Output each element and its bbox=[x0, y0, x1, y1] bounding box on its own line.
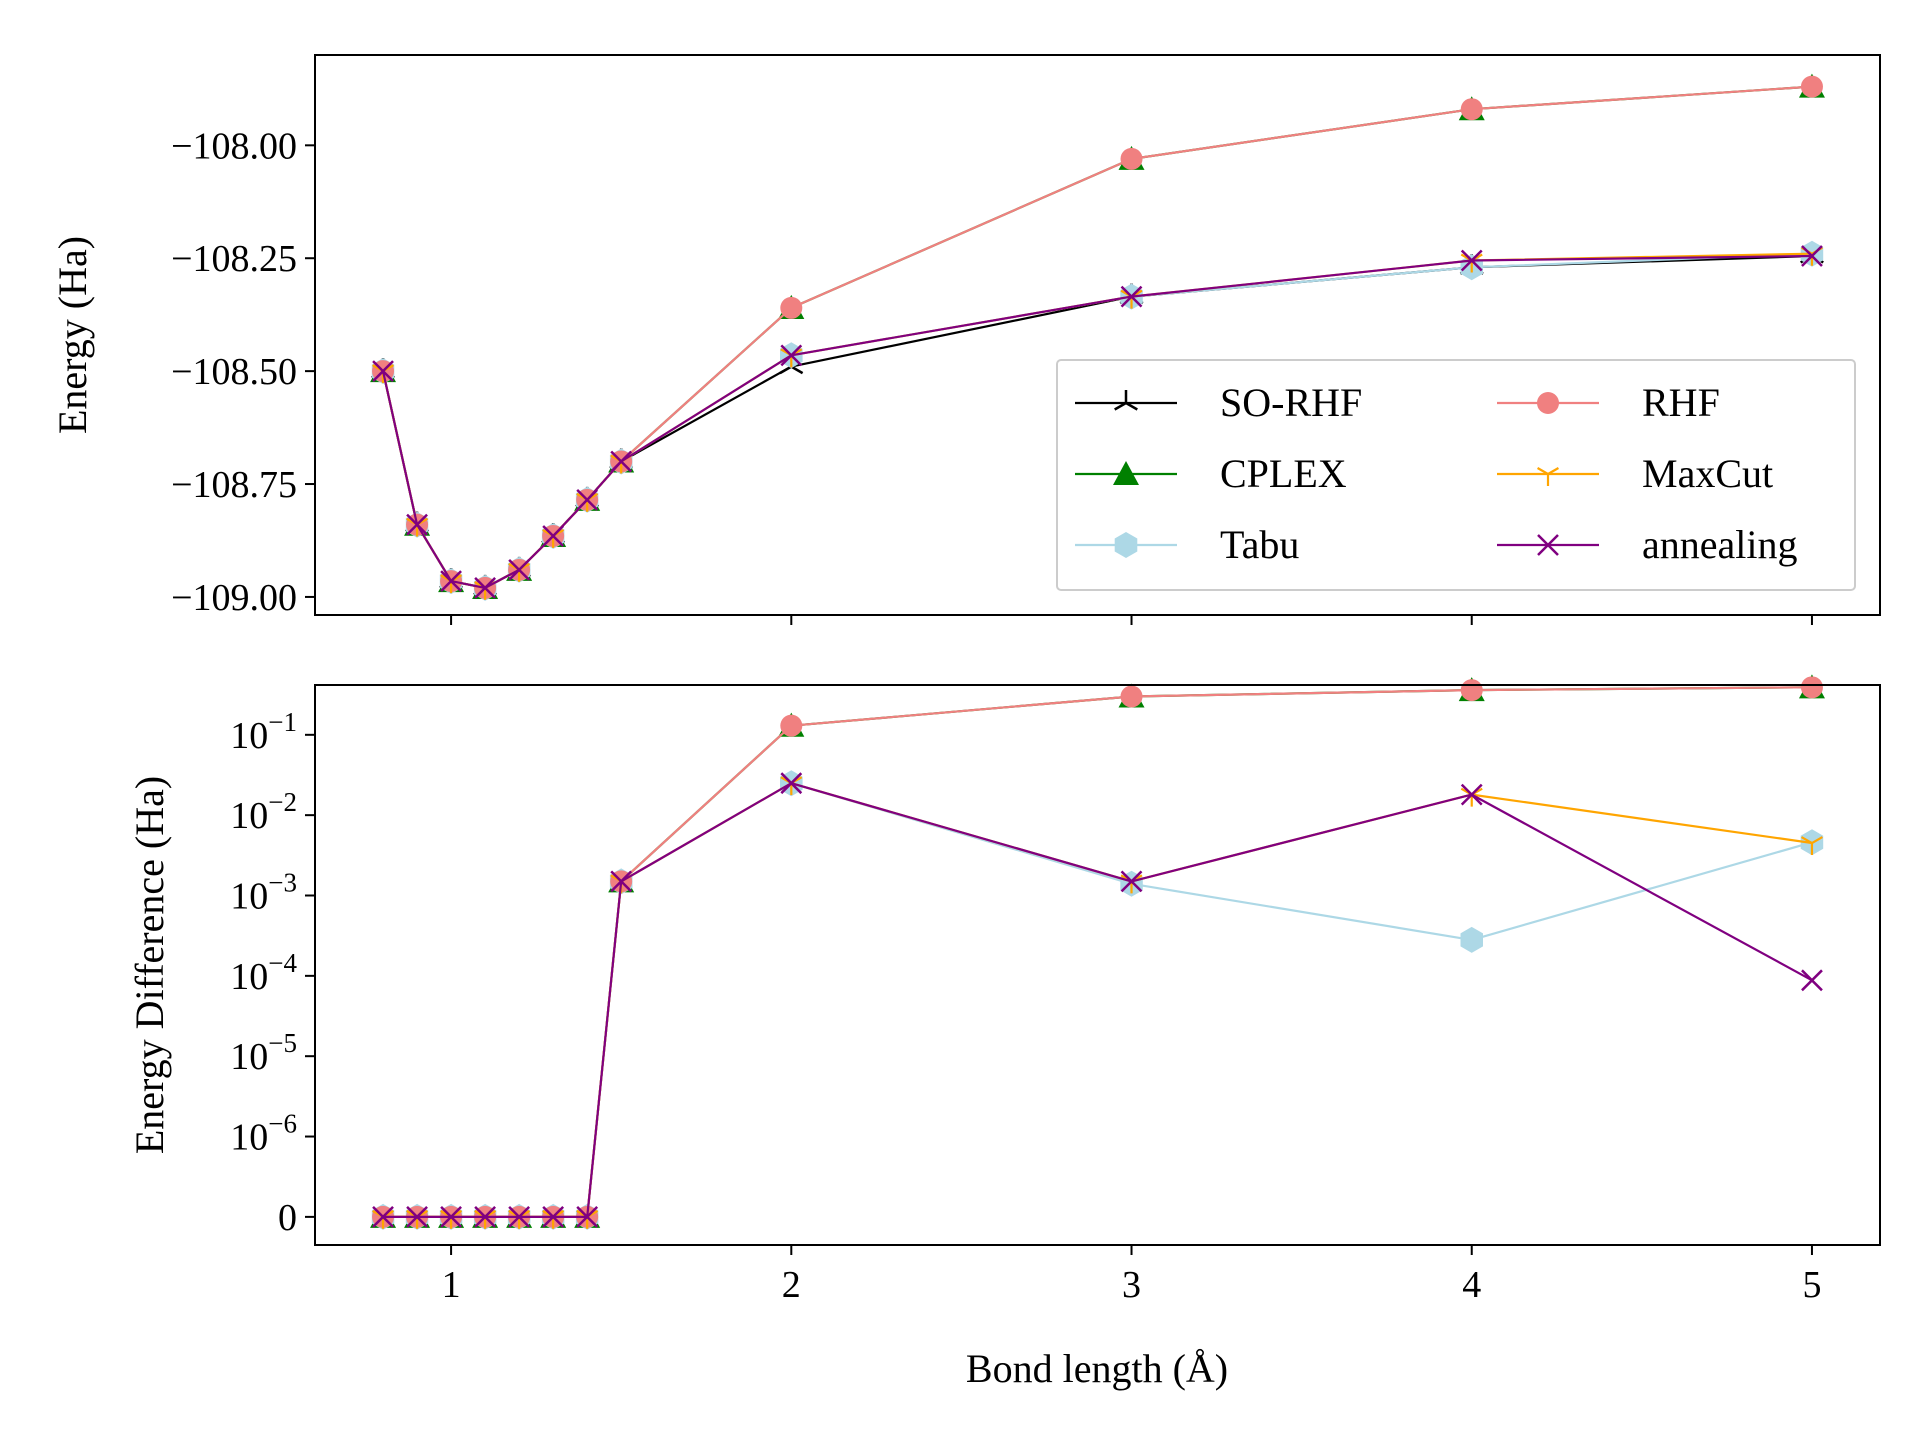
bottom-axes-frame bbox=[314, 684, 1881, 1246]
top-line-annealing bbox=[381, 254, 1813, 590]
top-point-annealing bbox=[542, 525, 565, 547]
bottom-point-tabu bbox=[1460, 926, 1483, 953]
x-tick-label: 2 bbox=[782, 1264, 801, 1306]
legend-marker-cplex bbox=[1113, 461, 1139, 486]
bottom-point-annealing bbox=[542, 1205, 565, 1228]
bottom-ticks: 1 2 3 4 5 0 10−6 10−5 10−4 10−3 10−2 10−1 bbox=[230, 707, 1821, 1306]
x-tick-label: 4 bbox=[1462, 1264, 1481, 1306]
bottom-y-tick-label: 10−1 bbox=[230, 707, 297, 757]
top-ticks: −108.00 −108.25 −108.50 −108.75 −109.00 bbox=[171, 125, 1813, 625]
bottom-point-annealing bbox=[1120, 870, 1143, 893]
top-point-annealing bbox=[1460, 249, 1483, 272]
bottom-point-annealing bbox=[780, 772, 803, 795]
top-y-tick-label: −108.25 bbox=[171, 238, 297, 280]
bottom-point-annealing bbox=[474, 1205, 496, 1228]
top-y-tick-label: −108.50 bbox=[171, 351, 297, 393]
bottom-y-tick-label: 10−5 bbox=[230, 1028, 297, 1078]
bottom-point-rhf bbox=[1800, 676, 1823, 699]
top-series-annealing bbox=[372, 245, 1823, 599]
legend-entry-so-rhf: SO-RHF bbox=[1075, 380, 1362, 425]
bottom-y-tick-label: 10−2 bbox=[230, 787, 297, 837]
legend-label-so-rhf: SO-RHF bbox=[1220, 380, 1362, 425]
top-point-rhf bbox=[1460, 98, 1483, 121]
top-y-tick-label: −108.00 bbox=[171, 125, 297, 167]
bottom-point-maxcut bbox=[1800, 836, 1823, 856]
bottom-series-group bbox=[370, 674, 1825, 1230]
legend-box bbox=[1056, 359, 1856, 591]
bottom-point-annealing bbox=[1460, 783, 1483, 806]
bottom-y-tick-label: 10−4 bbox=[230, 948, 297, 998]
legend-label-rhf: RHF bbox=[1642, 380, 1720, 425]
top-point-annealing bbox=[780, 344, 803, 367]
top-point-annealing bbox=[1801, 245, 1823, 267]
top-point-annealing bbox=[610, 450, 633, 473]
legend-entry-tabu: Tabu bbox=[1075, 522, 1299, 567]
top-y-axis-label: Energy (Ha) bbox=[50, 236, 95, 434]
legend-marker-tabu bbox=[1114, 532, 1138, 558]
legend-marker-annealing bbox=[1537, 534, 1559, 556]
x-tick-label: 5 bbox=[1802, 1264, 1821, 1306]
legend-label-cplex: CPLEX bbox=[1220, 451, 1347, 496]
bottom-point-annealing bbox=[440, 1205, 462, 1228]
legend-entry-cplex: CPLEX bbox=[1075, 451, 1347, 496]
bottom-point-rhf bbox=[780, 714, 803, 737]
legend-marker-so-rhf bbox=[1114, 390, 1138, 411]
legend-marker-maxcut bbox=[1537, 467, 1559, 486]
top-point-annealing bbox=[576, 488, 599, 511]
bottom-point-rhf bbox=[1120, 685, 1143, 708]
x-tick-label: 1 bbox=[442, 1264, 461, 1306]
bottom-point-annealing bbox=[406, 1205, 428, 1228]
legend-entry-annealing: annealing bbox=[1497, 522, 1798, 567]
bottom-point-annealing bbox=[610, 870, 633, 893]
legend-marker-rhf bbox=[1537, 392, 1559, 414]
legend-entry-maxcut: MaxCut bbox=[1497, 451, 1773, 496]
top-point-annealing bbox=[440, 570, 462, 593]
top-point-rhf bbox=[1800, 75, 1823, 98]
top-y-tick-label: −108.75 bbox=[171, 464, 297, 506]
bottom-point-annealing bbox=[508, 1205, 531, 1228]
bottom-y-axis-label: Energy Difference (Ha) bbox=[127, 776, 172, 1154]
legend-entry-rhf: RHF bbox=[1497, 380, 1720, 425]
top-point-rhf bbox=[780, 296, 803, 319]
bottom-series-annealing bbox=[372, 772, 1823, 1228]
legend: SO-RHF CPLEX Tabu RHF MaxCut annealing bbox=[1056, 359, 1856, 591]
top-series-group bbox=[370, 73, 1825, 601]
x-axis-label: Bond length (Å) bbox=[966, 1346, 1228, 1391]
bottom-point-annealing bbox=[372, 1205, 394, 1228]
x-tick-label: 3 bbox=[1122, 1264, 1141, 1306]
bottom-line-annealing bbox=[383, 782, 1813, 1219]
top-point-annealing bbox=[508, 558, 531, 581]
bottom-point-annealing bbox=[1801, 969, 1823, 992]
legend-label-tabu: Tabu bbox=[1220, 522, 1299, 567]
top-y-tick-label: −109.00 bbox=[171, 577, 297, 619]
bottom-point-rhf bbox=[1460, 679, 1483, 702]
top-point-annealing bbox=[372, 360, 394, 383]
top-axes-frame bbox=[314, 54, 1881, 616]
legend-label-maxcut: MaxCut bbox=[1642, 451, 1773, 496]
top-point-rhf bbox=[1120, 147, 1143, 170]
bottom-point-annealing bbox=[576, 1205, 599, 1228]
bottom-y-tick-label: 10−6 bbox=[230, 1109, 297, 1159]
top-panel: −108.00 −108.25 −108.50 −108.75 −109.00 Ener… bbox=[50, 54, 1881, 625]
top-point-annealing bbox=[406, 513, 428, 536]
bottom-y-tick-label: 10−3 bbox=[230, 868, 297, 918]
top-point-annealing bbox=[474, 577, 496, 599]
legend-label-annealing: annealing bbox=[1642, 522, 1798, 567]
top-point-annealing bbox=[1120, 285, 1143, 308]
bottom-panel: 1 2 3 4 5 0 10−6 10−5 10−4 10−3 10−2 10−1 Energy Di… bbox=[127, 674, 1881, 1391]
bottom-y-tick-label: 0 bbox=[278, 1197, 297, 1239]
